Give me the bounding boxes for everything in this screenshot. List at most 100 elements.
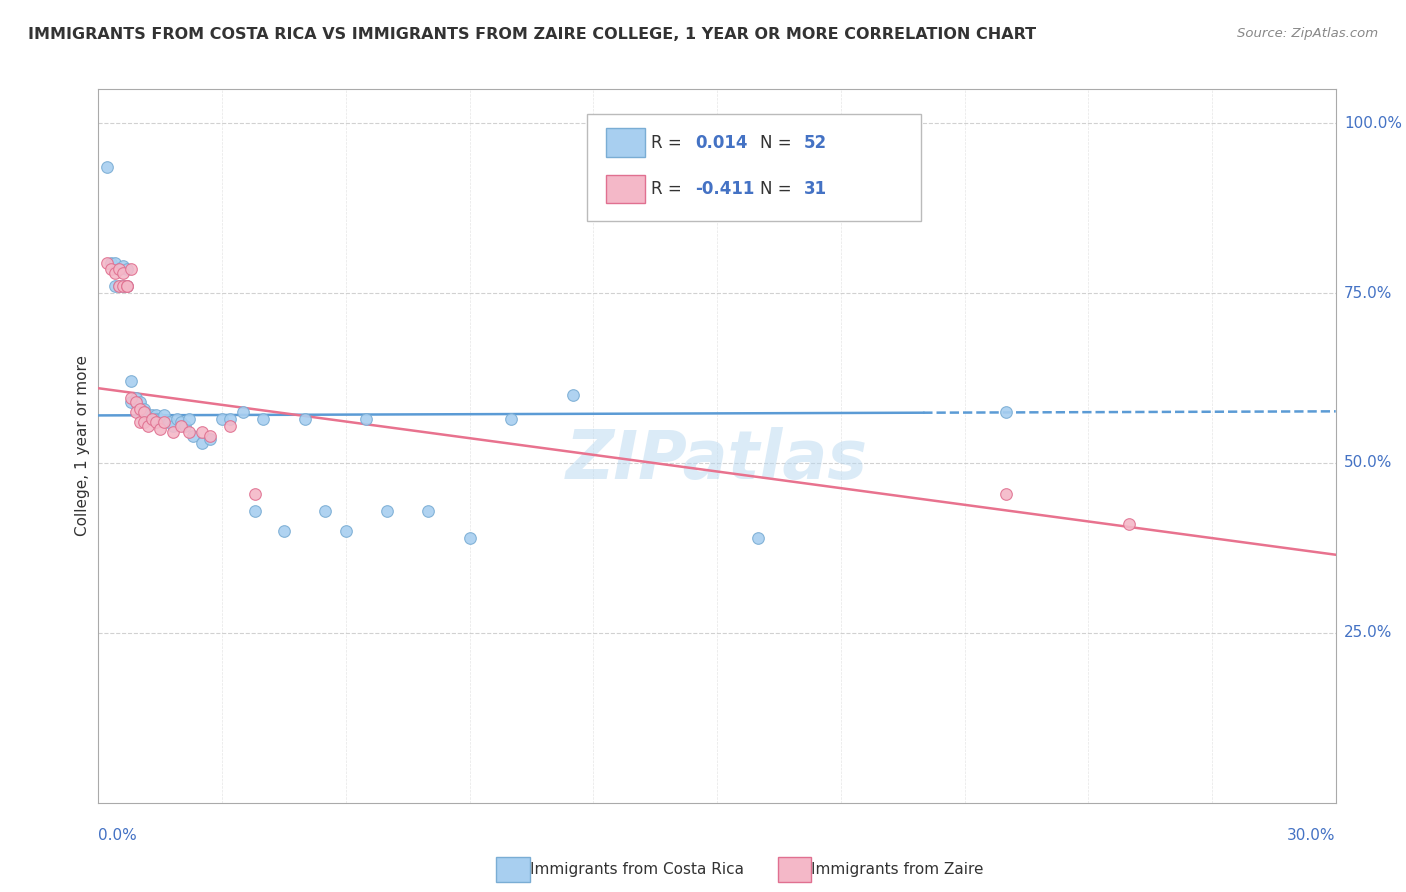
Text: Immigrants from Zaire: Immigrants from Zaire bbox=[811, 863, 984, 877]
Text: N =: N = bbox=[761, 180, 797, 198]
Point bbox=[181, 429, 204, 443]
Point bbox=[108, 262, 131, 277]
Point bbox=[153, 415, 176, 429]
Point bbox=[162, 425, 184, 440]
Point bbox=[232, 405, 254, 419]
Point bbox=[145, 412, 167, 426]
Point bbox=[112, 279, 135, 293]
Point bbox=[294, 412, 316, 426]
Text: 50.0%: 50.0% bbox=[1344, 456, 1392, 470]
Point bbox=[198, 432, 221, 446]
Point bbox=[153, 409, 176, 423]
Point bbox=[104, 266, 127, 280]
Point bbox=[243, 503, 266, 517]
Point bbox=[190, 435, 212, 450]
Point bbox=[170, 418, 193, 433]
Text: -0.411: -0.411 bbox=[695, 180, 754, 198]
Point bbox=[132, 401, 155, 416]
Point bbox=[132, 415, 155, 429]
Point bbox=[162, 418, 184, 433]
Text: N =: N = bbox=[761, 134, 797, 152]
Point bbox=[112, 266, 135, 280]
Point bbox=[100, 262, 122, 277]
Point bbox=[356, 412, 378, 426]
Text: 100.0%: 100.0% bbox=[1344, 116, 1402, 131]
Point bbox=[149, 412, 172, 426]
Point bbox=[149, 422, 172, 436]
Point bbox=[104, 279, 127, 293]
Text: 30.0%: 30.0% bbox=[1288, 828, 1336, 843]
Point bbox=[132, 405, 155, 419]
FancyBboxPatch shape bbox=[606, 175, 645, 203]
Point bbox=[994, 405, 1017, 419]
Point bbox=[120, 394, 142, 409]
Point bbox=[179, 412, 201, 426]
Point bbox=[117, 279, 139, 293]
Point bbox=[273, 524, 295, 538]
Point bbox=[117, 262, 139, 277]
Point bbox=[104, 255, 127, 269]
Point bbox=[252, 412, 274, 426]
Point bbox=[96, 255, 118, 269]
Point bbox=[120, 262, 142, 277]
Point bbox=[128, 415, 150, 429]
Point bbox=[128, 394, 150, 409]
Point bbox=[174, 418, 197, 433]
Point bbox=[136, 409, 159, 423]
Text: Source: ZipAtlas.com: Source: ZipAtlas.com bbox=[1237, 27, 1378, 40]
Point bbox=[157, 415, 180, 429]
Point bbox=[141, 409, 163, 423]
Point bbox=[132, 405, 155, 419]
Point bbox=[117, 279, 139, 293]
Point bbox=[190, 425, 212, 440]
Point bbox=[128, 401, 150, 416]
Point bbox=[243, 486, 266, 500]
Text: 25.0%: 25.0% bbox=[1344, 625, 1392, 640]
Point bbox=[747, 531, 769, 545]
Point bbox=[219, 418, 242, 433]
Point bbox=[108, 262, 131, 277]
Text: R =: R = bbox=[651, 134, 688, 152]
Y-axis label: College, 1 year or more: College, 1 year or more bbox=[75, 356, 90, 536]
Point bbox=[170, 415, 193, 429]
Text: Immigrants from Costa Rica: Immigrants from Costa Rica bbox=[530, 863, 744, 877]
Point bbox=[458, 531, 481, 545]
Point bbox=[145, 415, 167, 429]
Text: 0.014: 0.014 bbox=[695, 134, 747, 152]
Point bbox=[314, 503, 336, 517]
Point bbox=[219, 412, 242, 426]
Point bbox=[96, 161, 118, 175]
Text: 0.0%: 0.0% bbox=[98, 828, 138, 843]
Point bbox=[198, 429, 221, 443]
Text: 75.0%: 75.0% bbox=[1344, 285, 1392, 301]
Point bbox=[375, 503, 398, 517]
Point bbox=[117, 279, 139, 293]
FancyBboxPatch shape bbox=[606, 128, 645, 157]
Point bbox=[166, 412, 188, 426]
Point bbox=[128, 401, 150, 416]
Point bbox=[112, 259, 135, 273]
Point bbox=[112, 279, 135, 293]
Point bbox=[994, 486, 1017, 500]
Point bbox=[120, 392, 142, 406]
Point bbox=[141, 412, 163, 426]
Text: 31: 31 bbox=[804, 180, 827, 198]
Text: ZIPatlas: ZIPatlas bbox=[567, 427, 868, 493]
Point bbox=[124, 394, 146, 409]
Point bbox=[108, 279, 131, 293]
Point bbox=[120, 375, 142, 389]
Point bbox=[136, 418, 159, 433]
Text: 52: 52 bbox=[804, 134, 827, 152]
Point bbox=[418, 503, 440, 517]
Point bbox=[124, 392, 146, 406]
Point bbox=[108, 279, 131, 293]
Point bbox=[100, 255, 122, 269]
Point bbox=[124, 394, 146, 409]
Point bbox=[499, 412, 522, 426]
Point bbox=[561, 388, 583, 402]
Text: R =: R = bbox=[651, 180, 688, 198]
Point bbox=[179, 425, 201, 440]
Point bbox=[211, 412, 233, 426]
Text: IMMIGRANTS FROM COSTA RICA VS IMMIGRANTS FROM ZAIRE COLLEGE, 1 YEAR OR MORE CORR: IMMIGRANTS FROM COSTA RICA VS IMMIGRANTS… bbox=[28, 27, 1036, 42]
Point bbox=[141, 412, 163, 426]
